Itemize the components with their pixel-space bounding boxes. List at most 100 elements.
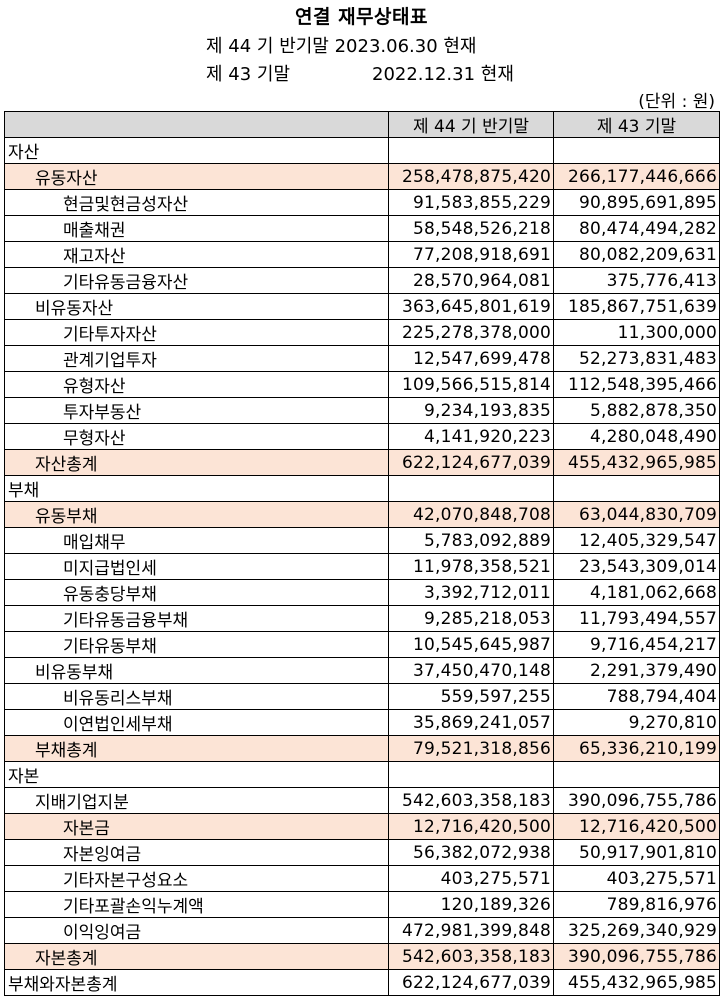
table-row: 무형자산 4,141,920,223 4,280,048,490 (4, 423, 720, 450)
prior-period-value: 52,273,831,483 (553, 345, 720, 372)
current-period-value: 5,783,092,889 (388, 527, 554, 554)
table-row: 부채총계 79,521,318,856 65,336,210,199 (4, 735, 720, 762)
account-label: 자본금 (4, 813, 389, 840)
current-period-value (388, 761, 554, 788)
current-period-value: 77,208,918,691 (388, 241, 554, 268)
table-row: 기타투자자산 225,278,378,000 11,300,000 (4, 319, 720, 346)
account-label: 유동충당부채 (4, 579, 389, 606)
prior-period-value: 2,291,379,490 (553, 657, 720, 684)
current-period-value: 9,285,218,053 (388, 605, 554, 632)
current-period-value: 258,478,875,420 (388, 163, 554, 190)
current-period-value (388, 137, 554, 164)
prior-period-value: 789,816,976 (553, 891, 720, 918)
table-row: 부채와자본총계 622,124,677,039 455,432,965,985 (4, 969, 720, 996)
account-label: 이익잉여금 (4, 917, 389, 944)
table-row: 유형자산 109,566,515,814 112,548,395,466 (4, 371, 720, 398)
account-label: 투자부동산 (4, 397, 389, 424)
table-row: 유동부채 42,070,848,708 63,044,830,709 (4, 501, 720, 528)
current-period-value: 403,275,571 (388, 865, 554, 892)
current-period-value: 542,603,358,183 (388, 787, 554, 814)
prior-period-value: 65,336,210,199 (553, 735, 720, 762)
table-row: 이익잉여금 472,981,399,848 325,269,340,929 (4, 917, 720, 944)
account-label: 지배기업지분 (4, 787, 389, 814)
current-period-value: 12,547,699,478 (388, 345, 554, 372)
account-label: 미지급법인세 (4, 553, 389, 580)
table-row: 자본 (4, 761, 720, 788)
prior-period-value: 185,867,751,639 (553, 293, 720, 320)
current-period-value: 472,981,399,848 (388, 917, 554, 944)
period-current: 제 44 기 반기말 2023.06.30 현재 (206, 36, 477, 57)
table-row: 기타포괄손익누계액 120,189,326 789,816,976 (4, 891, 720, 918)
current-period-value: 42,070,848,708 (388, 501, 554, 528)
prior-period-value: 23,543,309,014 (553, 553, 720, 580)
prior-period-value: 375,776,413 (553, 267, 720, 294)
table-row: 자본금 12,716,420,500 12,716,420,500 (4, 813, 720, 840)
account-label: 비유동부채 (4, 657, 389, 684)
account-label: 부채총계 (4, 735, 389, 762)
prior-period-value (553, 137, 720, 164)
account-label: 매출채권 (4, 215, 389, 242)
account-label: 부채 (4, 475, 389, 502)
table-row: 자산 (4, 137, 720, 164)
current-period-value: 35,869,241,057 (388, 709, 554, 736)
account-label: 이연법인세부채 (4, 709, 389, 736)
table-row: 투자부동산 9,234,193,835 5,882,878,350 (4, 397, 720, 424)
table-row: 관계기업투자 12,547,699,478 52,273,831,483 (4, 345, 720, 372)
table-row: 현금및현금성자산 91,583,855,229 90,895,691,895 (4, 189, 720, 216)
table-row: 부채 (4, 475, 720, 502)
prior-period-value: 390,096,755,786 (553, 787, 720, 814)
prior-period-value: 11,300,000 (553, 319, 720, 346)
table-row: 유동자산 258,478,875,420 266,177,446,666 (4, 163, 720, 190)
prior-period-value: 4,181,062,668 (553, 579, 720, 606)
account-label: 기타유동부채 (4, 631, 389, 658)
table-row: 유동충당부채 3,392,712,011 4,181,062,668 (4, 579, 720, 606)
prior-period-value: 12,405,329,547 (553, 527, 720, 554)
account-label: 기타자본구성요소 (4, 865, 389, 892)
current-period-value: 79,521,318,856 (388, 735, 554, 762)
current-period-value: 91,583,855,229 (388, 189, 554, 216)
prior-period-value: 266,177,446,666 (553, 163, 720, 190)
prior-period-value: 390,096,755,786 (553, 943, 720, 970)
period-prior-label: 제 43 기말 (206, 64, 291, 85)
account-label: 기타유동금융부채 (4, 605, 389, 632)
current-period-value: 56,382,072,938 (388, 839, 554, 866)
header-account (4, 111, 389, 138)
current-period-value: 109,566,515,814 (388, 371, 554, 398)
current-period-value (388, 475, 554, 502)
current-period-value: 10,545,645,987 (388, 631, 554, 658)
current-period-value: 28,570,964,081 (388, 267, 554, 294)
table-row: 기타자본구성요소 403,275,571 403,275,571 (4, 865, 720, 892)
current-period-value: 4,141,920,223 (388, 423, 554, 450)
account-label: 관계기업투자 (4, 345, 389, 372)
account-label: 무형자산 (4, 423, 389, 450)
table-row: 자산총계 622,124,677,039 455,432,965,985 (4, 449, 720, 476)
table-row: 자본총계 542,603,358,183 390,096,755,786 (4, 943, 720, 970)
table-row: 매출채권 58,548,526,218 80,474,494,282 (4, 215, 720, 242)
unit-label: (단위 : 원) (638, 92, 715, 112)
prior-period-value: 325,269,340,929 (553, 917, 720, 944)
account-label: 부채와자본총계 (4, 969, 389, 996)
current-period-value: 363,645,801,619 (388, 293, 554, 320)
account-label: 자본총계 (4, 943, 389, 970)
period-prior-date: 2022.12.31 현재 (372, 64, 514, 85)
table-header-row: 제 44 기 반기말 제 43 기말 (4, 111, 720, 138)
current-period-value: 542,603,358,183 (388, 943, 554, 970)
prior-period-value (553, 761, 720, 788)
header-current-period: 제 44 기 반기말 (388, 111, 554, 138)
table-row: 이연법인세부채 35,869,241,057 9,270,810 (4, 709, 720, 736)
table-row: 자본잉여금 56,382,072,938 50,917,901,810 (4, 839, 720, 866)
prior-period-value: 12,716,420,500 (553, 813, 720, 840)
current-period-value: 12,716,420,500 (388, 813, 554, 840)
current-period-value: 225,278,378,000 (388, 319, 554, 346)
account-label: 유동자산 (4, 163, 389, 190)
prior-period-value: 80,082,209,631 (553, 241, 720, 268)
prior-period-value (553, 475, 720, 502)
current-period-value: 559,597,255 (388, 683, 554, 710)
account-label: 기타유동금융자산 (4, 267, 389, 294)
account-label: 자본 (4, 761, 389, 788)
header-prior-period: 제 43 기말 (553, 111, 720, 138)
prior-period-value: 788,794,404 (553, 683, 720, 710)
table-row: 기타유동금융부채 9,285,218,053 11,793,494,557 (4, 605, 720, 632)
table-row: 재고자산 77,208,918,691 80,082,209,631 (4, 241, 720, 268)
table-row: 미지급법인세 11,978,358,521 23,543,309,014 (4, 553, 720, 580)
